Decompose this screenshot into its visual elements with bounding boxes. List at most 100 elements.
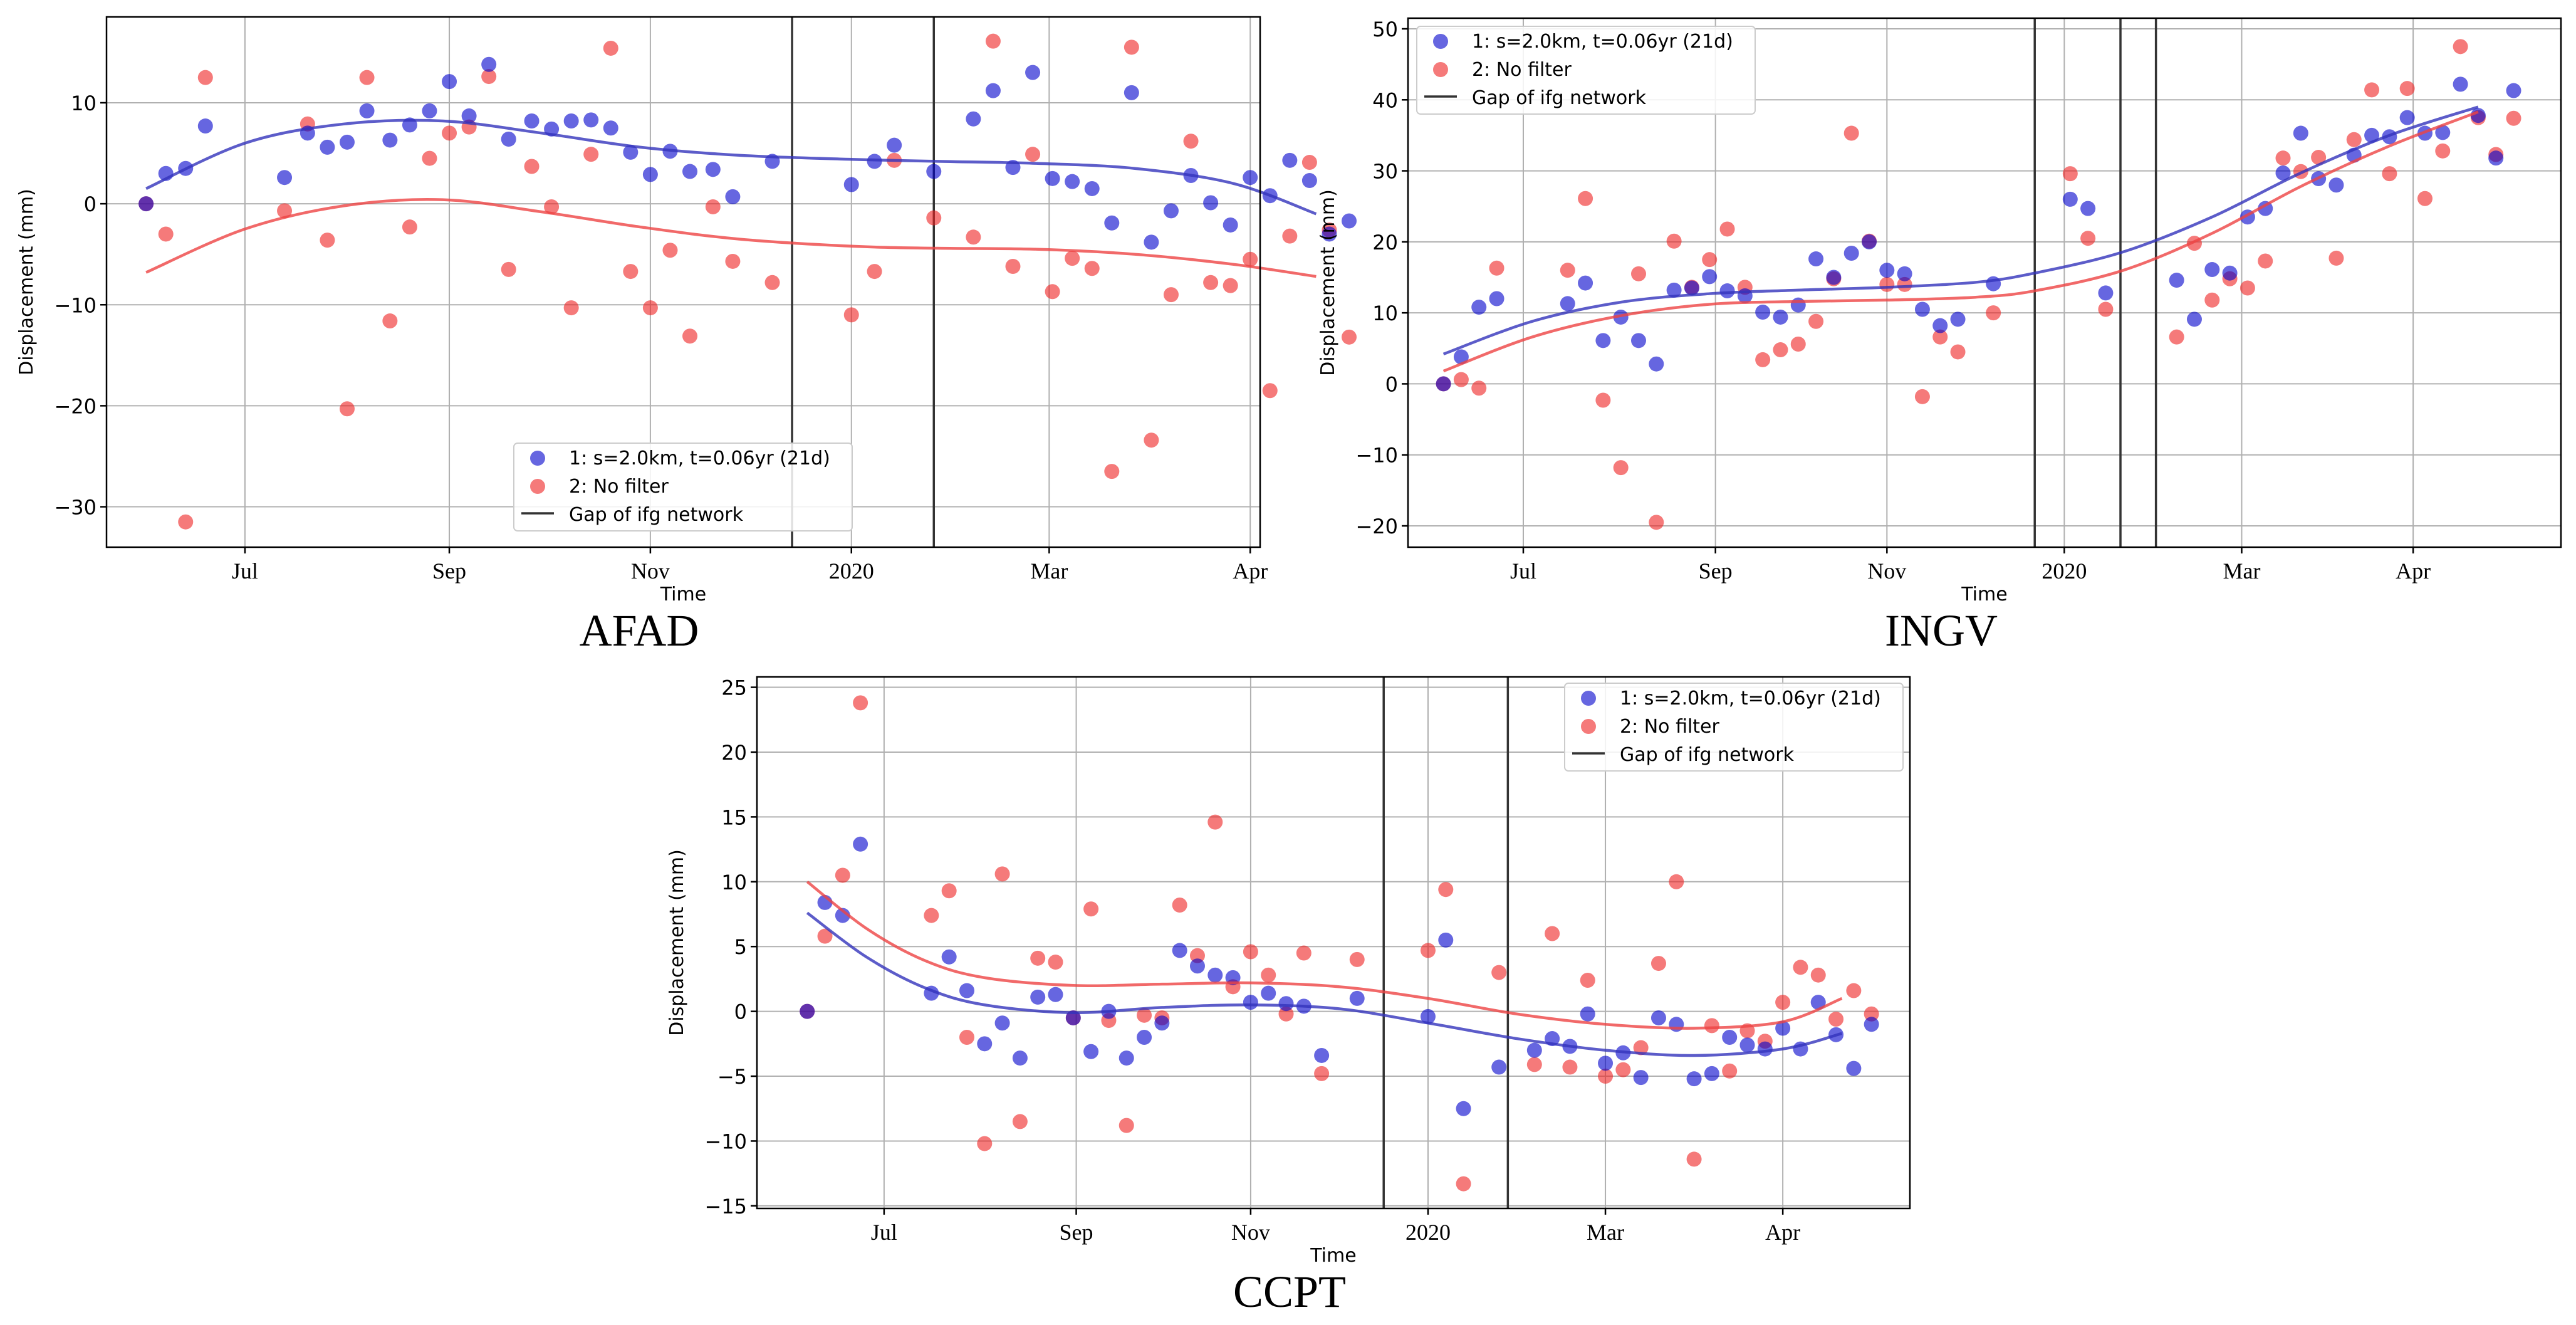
- point-filtered: [2328, 177, 2344, 193]
- point-unfiltered: [941, 883, 957, 899]
- point-unfiltered: [524, 159, 540, 174]
- point-unfiltered: [1686, 1151, 1702, 1167]
- x-tick-label: Jul: [1510, 558, 1536, 584]
- point-unfiltered: [2328, 250, 2344, 266]
- x-tick-label: Nov: [631, 558, 670, 584]
- point-filtered: [1154, 1015, 1170, 1031]
- point-filtered: [1282, 152, 1298, 168]
- point-unfiltered: [422, 150, 437, 166]
- point-filtered: [1897, 266, 1912, 281]
- y-axis-title: Displacement (mm): [666, 849, 688, 1036]
- point-unfiltered: [853, 695, 868, 711]
- point-filtered: [1342, 213, 1357, 229]
- y-tick-label: 50: [1372, 18, 1398, 41]
- point-filtered: [1243, 995, 1258, 1010]
- point-filtered: [1203, 195, 1219, 211]
- point-filtered: [1526, 1042, 1542, 1058]
- point-unfiltered: [2364, 82, 2380, 98]
- point-filtered: [1471, 300, 1487, 315]
- point-filtered: [623, 144, 639, 160]
- point-filtered: [1666, 282, 1682, 298]
- y-axis-title: Displacement (mm): [16, 189, 38, 375]
- y-tick-label: −5: [717, 1065, 747, 1089]
- point-unfiltered: [1104, 464, 1120, 479]
- point-unfiltered: [1025, 147, 1041, 162]
- point-filtered: [1578, 275, 1593, 291]
- point-unfiltered: [2098, 301, 2114, 317]
- y-tick-label: 0: [84, 192, 96, 216]
- point-unfiltered: [1986, 305, 2001, 321]
- point-unfiltered: [1702, 252, 1718, 268]
- x-axis-title: Time: [1310, 1245, 1356, 1267]
- legend-marker-filtered: [530, 451, 545, 466]
- point-filtered: [2222, 265, 2238, 281]
- point-filtered: [461, 108, 477, 123]
- point-unfiltered: [2382, 166, 2397, 182]
- point-filtered: [1189, 958, 1205, 974]
- legend-label: 2: No filter: [1620, 716, 1720, 738]
- point-unfiltered: [1207, 814, 1223, 830]
- point-filtered: [2399, 110, 2415, 125]
- point-filtered: [1843, 245, 1859, 261]
- y-tick-label: −10: [1355, 444, 1398, 468]
- point-unfiltered: [1144, 432, 1159, 448]
- point-filtered: [1826, 270, 1842, 285]
- point-filtered: [853, 836, 868, 852]
- point-filtered: [422, 103, 437, 118]
- x-tick-label: 2020: [2042, 558, 2087, 584]
- point-filtered: [1104, 215, 1120, 231]
- x-tick-label: 2020: [829, 558, 874, 584]
- point-unfiltered: [926, 210, 942, 226]
- chart-ccpt: Jul Sep Nov 2020 Mar Apr −15 −10 −5 0 5 10 15 20 25 Tim…: [666, 676, 1911, 1317]
- point-filtered: [524, 113, 540, 128]
- point-unfiltered: [1489, 260, 1504, 276]
- point-filtered: [2275, 165, 2291, 181]
- point-unfiltered: [1012, 1114, 1028, 1129]
- point-filtered: [1595, 333, 1611, 348]
- point-unfiltered: [2311, 150, 2327, 165]
- point-filtered: [2204, 262, 2220, 278]
- point-unfiltered: [1722, 1063, 1738, 1079]
- y-tick-label: 20: [1372, 231, 1398, 254]
- point-unfiltered: [1615, 1062, 1631, 1077]
- point-unfiltered: [2399, 81, 2415, 97]
- point-filtered: [1633, 1070, 1649, 1086]
- point-unfiltered: [1598, 1069, 1614, 1084]
- x-tick-label: Mar: [1587, 1220, 1624, 1245]
- point-filtered: [1207, 967, 1223, 983]
- point-filtered: [1686, 1071, 1702, 1087]
- point-unfiltered: [1580, 972, 1595, 988]
- point-unfiltered: [1203, 275, 1219, 290]
- point-unfiltered: [2080, 231, 2096, 246]
- point-filtered: [1349, 990, 1365, 1006]
- point-filtered: [442, 74, 457, 90]
- point-filtered: [1438, 932, 1454, 948]
- legend-label: Gap of ifg network: [1472, 87, 1647, 109]
- point-unfiltered: [320, 233, 335, 248]
- point-filtered: [2364, 127, 2380, 143]
- point-unfiltered: [662, 243, 678, 258]
- chart-ingv: Jul Sep Nov 2020 Mar Apr −20 −10 0 10 20 30 40 50 Time…: [1317, 17, 2562, 656]
- point-unfiltered: [977, 1136, 993, 1151]
- point-unfiltered: [1560, 263, 1575, 278]
- point-unfiltered: [1296, 945, 1311, 961]
- point-unfiltered: [1666, 233, 1682, 249]
- panel-label: INGV: [1885, 605, 1998, 656]
- legend: 1: s=2.0km, t=0.06yr (21d) 2: No filter Ga…: [513, 443, 853, 532]
- point-unfiltered: [2240, 280, 2255, 296]
- point-unfiltered: [867, 264, 882, 280]
- point-filtered: [382, 132, 398, 148]
- point-unfiltered: [1124, 39, 1139, 55]
- trend-line-filtered: [145, 118, 1317, 216]
- x-tick-label: Apr: [2396, 558, 2431, 584]
- point-unfiltered: [2417, 191, 2433, 206]
- trend-line-unfiltered: [1442, 110, 2479, 373]
- point-unfiltered: [277, 203, 293, 219]
- point-unfiltered: [1083, 901, 1099, 917]
- point-filtered: [583, 112, 599, 128]
- point-filtered: [2186, 312, 2202, 327]
- point-unfiltered: [1950, 344, 1966, 360]
- point-unfiltered: [1790, 336, 1806, 352]
- point-unfiltered: [1048, 955, 1063, 970]
